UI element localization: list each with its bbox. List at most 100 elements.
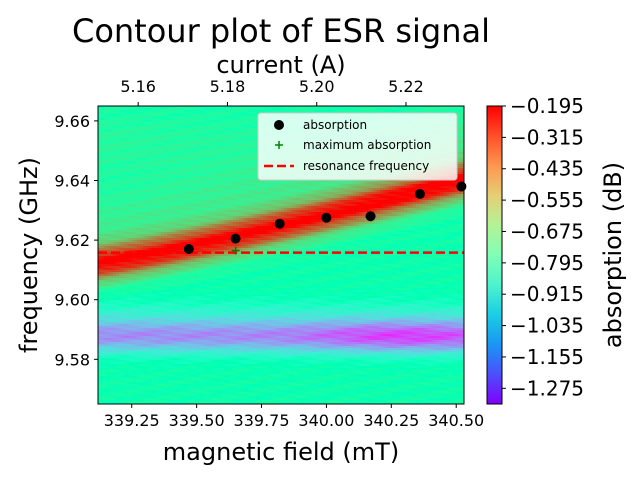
heatmap-cell (245, 112, 249, 115)
heatmap-cell (116, 136, 120, 139)
heatmap-cell (395, 108, 399, 111)
heatmap-cell (161, 112, 165, 115)
heatmap-cell (188, 128, 192, 131)
heatmap-cell (461, 140, 464, 143)
heatmap-cell (245, 130, 249, 133)
heatmap-cell (188, 112, 192, 115)
heatmap-cell (140, 130, 144, 133)
heatmap-cell (230, 122, 234, 125)
heatmap-cell (437, 110, 441, 113)
heatmap-cell (200, 124, 204, 127)
heatmap-cell (170, 134, 174, 137)
heatmap-cell (227, 108, 231, 111)
heatmap-cell (173, 106, 177, 109)
heatmap-cell (458, 136, 462, 139)
heatmap-cell (173, 130, 177, 133)
heatmap-cell (158, 124, 162, 127)
heatmap-cell (155, 106, 159, 109)
heatmap-cell (164, 148, 168, 151)
heatmap-cell (218, 112, 222, 115)
heatmap-cell (185, 122, 189, 125)
heatmap-cell (458, 124, 462, 127)
heatmap-cell (185, 146, 189, 149)
heatmap-cell (224, 134, 228, 137)
heatmap-cell (170, 148, 174, 151)
x2-axis-label: current (A) (216, 51, 345, 79)
heatmap-cell (113, 144, 117, 147)
heatmap-cell (152, 122, 156, 125)
heatmap-cell (188, 134, 192, 137)
heatmap-cell (119, 140, 123, 143)
heatmap-cell (101, 132, 105, 135)
heatmap-cell (257, 110, 261, 113)
heatmap-cell (347, 106, 351, 109)
heatmap-cell (164, 132, 168, 135)
heatmap-cell (116, 148, 120, 151)
heatmap-cell (440, 110, 444, 113)
heatmap-cell (239, 126, 243, 129)
heatmap-cell (218, 106, 222, 109)
heatmap-cell (113, 124, 117, 127)
heatmap-cell (134, 110, 138, 113)
heatmap-cell (230, 144, 234, 147)
heatmap-cell (164, 128, 168, 131)
heatmap-cell (128, 128, 132, 131)
heatmap-cell (161, 142, 165, 145)
heatmap-cell (116, 118, 120, 121)
heatmap-cell (113, 148, 117, 151)
heatmap-cell (182, 148, 186, 151)
heatmap-cell (155, 128, 159, 131)
heatmap-cell (167, 124, 171, 127)
heatmap-cell (227, 112, 231, 115)
heatmap-cell (221, 130, 225, 133)
heatmap-cell (128, 108, 132, 111)
heatmap-cell (188, 138, 192, 141)
heatmap-cell (224, 122, 228, 125)
heatmap-cell (389, 106, 393, 109)
heatmap-cell (122, 126, 126, 129)
heatmap-cell (461, 138, 464, 141)
heatmap-cell (101, 116, 105, 119)
heatmap-cell (230, 110, 234, 113)
heatmap-cell (314, 110, 318, 113)
heatmap-cell (215, 134, 219, 137)
heatmap-cell (230, 120, 234, 123)
heatmap-cell (104, 148, 108, 151)
heatmap-cell (341, 110, 345, 113)
heatmap-cell (179, 132, 183, 135)
heatmap-cell (227, 118, 231, 121)
heatmap-cell (245, 124, 249, 127)
heatmap-cell (161, 136, 165, 139)
heatmap-cell (191, 118, 195, 121)
heatmap-cell (155, 134, 159, 137)
heatmap-cell (104, 142, 108, 145)
heatmap-cell (389, 110, 393, 113)
heatmap-cell (248, 120, 252, 123)
heatmap-cell (311, 106, 315, 109)
heatmap-cell (197, 148, 201, 151)
heatmap-cell (122, 116, 126, 119)
heatmap-cell (101, 124, 105, 127)
heatmap-cell (176, 130, 180, 133)
heatmap-cell (242, 142, 246, 145)
heatmap-cell (416, 106, 420, 109)
heatmap-cell (131, 116, 135, 119)
heatmap-cell (200, 130, 204, 133)
heatmap-cell (278, 106, 282, 109)
heatmap-cell (431, 110, 435, 113)
heatmap-cell (110, 106, 114, 109)
heatmap-cell (440, 108, 444, 111)
heatmap-cell (215, 130, 219, 133)
heatmap-cell (191, 148, 195, 151)
heatmap-cell (164, 124, 168, 127)
heatmap-cell (176, 124, 180, 127)
heatmap-cell (107, 132, 111, 135)
heatmap-cell (218, 140, 222, 143)
heatmap-cell (206, 130, 210, 133)
heatmap-cell (179, 112, 183, 115)
heatmap-cell (155, 112, 159, 115)
heatmap-cell (254, 122, 258, 125)
heatmap-cell (170, 146, 174, 149)
heatmap-cell (173, 108, 177, 111)
heatmap-cell (179, 118, 183, 121)
